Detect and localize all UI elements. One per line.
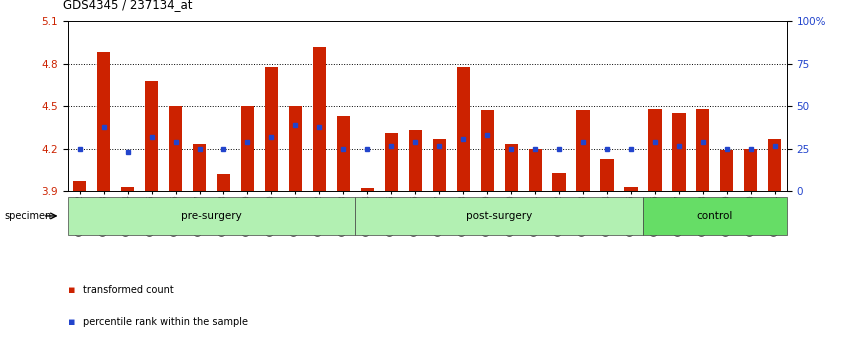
Bar	[337, 116, 350, 191]
Bar	[313, 47, 326, 191]
Bar	[217, 174, 230, 191]
Bar	[241, 106, 254, 191]
Bar	[673, 113, 685, 191]
Bar	[145, 81, 158, 191]
Bar	[504, 144, 518, 191]
Bar	[68, 197, 355, 235]
Bar	[457, 67, 470, 191]
Bar	[481, 110, 494, 191]
Bar	[121, 187, 135, 191]
Bar	[552, 173, 566, 191]
Bar	[576, 110, 590, 191]
Text: post-surgery: post-surgery	[466, 211, 532, 221]
Text: pre-surgery: pre-surgery	[181, 211, 242, 221]
Bar	[355, 197, 643, 235]
Text: GDS4345 / 237134_at: GDS4345 / 237134_at	[63, 0, 193, 11]
Bar	[169, 106, 182, 191]
Bar	[643, 197, 787, 235]
Bar	[529, 149, 541, 191]
Bar	[97, 52, 110, 191]
Bar	[768, 139, 782, 191]
Bar	[73, 181, 86, 191]
Bar	[432, 139, 446, 191]
Bar	[624, 187, 638, 191]
Text: ▪: ▪	[68, 285, 75, 295]
Bar	[601, 159, 613, 191]
Bar	[696, 109, 710, 191]
Bar	[385, 133, 398, 191]
Bar	[360, 188, 374, 191]
Text: control: control	[697, 211, 733, 221]
Bar	[648, 109, 662, 191]
Text: percentile rank within the sample: percentile rank within the sample	[83, 317, 248, 327]
Bar	[265, 67, 278, 191]
Bar	[193, 144, 206, 191]
Text: ▪: ▪	[68, 317, 75, 327]
Bar	[744, 149, 757, 191]
Text: transformed count: transformed count	[83, 285, 173, 295]
Bar	[720, 150, 733, 191]
Bar	[409, 130, 422, 191]
Bar	[288, 106, 302, 191]
Text: specimen: specimen	[4, 211, 52, 221]
